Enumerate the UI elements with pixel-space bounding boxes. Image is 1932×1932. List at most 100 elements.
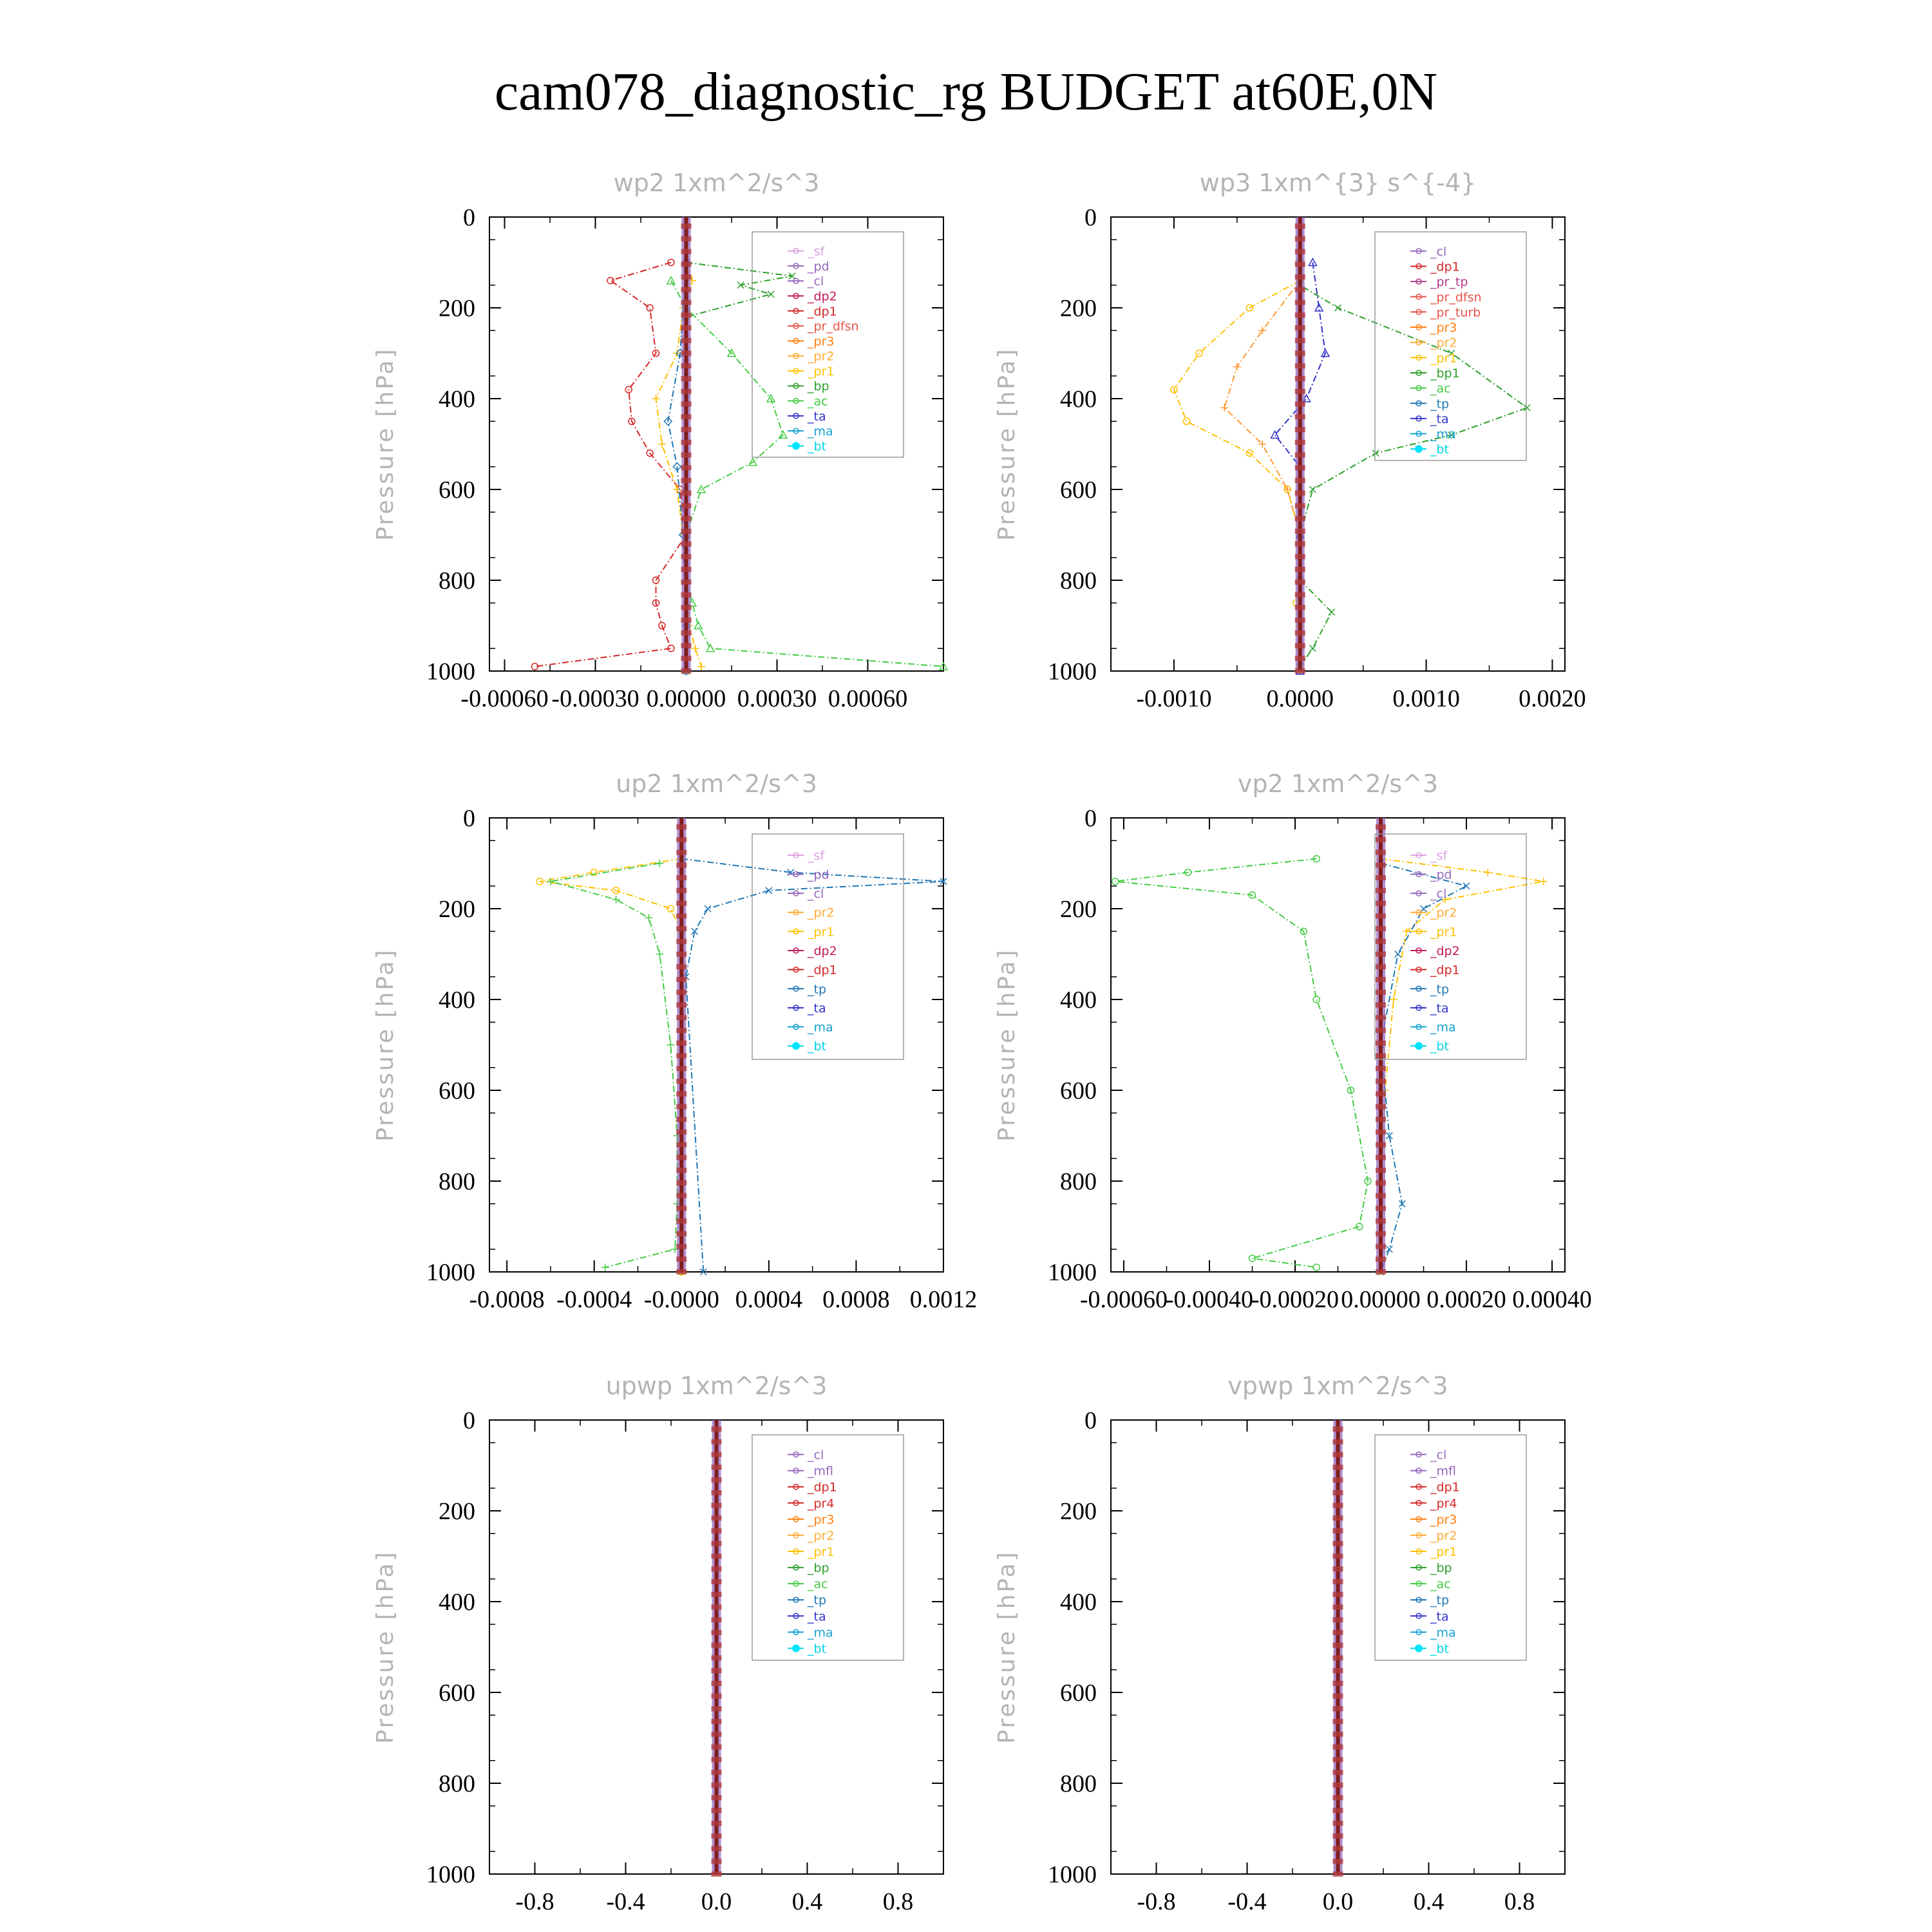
y-tick-label: 800 <box>1060 567 1097 594</box>
legend-label: _bp <box>807 379 829 393</box>
legend-label: _pr3 <box>1430 1513 1457 1527</box>
legend-label: _pr4 <box>807 1497 834 1511</box>
y-tick-label: 400 <box>1060 1589 1097 1616</box>
data-point <box>696 484 706 493</box>
legend-marker <box>793 278 799 284</box>
data-point <box>646 304 654 312</box>
legend-marker <box>1416 1483 1422 1490</box>
legend: _sf_pd_cl_dp2_dp1_pr_dfsn_pr3 _pr2_pr1_bp… <box>752 231 904 458</box>
legend-label: _pr2 <box>807 1529 834 1543</box>
series-marker <box>676 900 687 906</box>
series-marker <box>676 1002 687 1008</box>
legend-marker <box>1416 430 1422 437</box>
series-marker <box>1332 1515 1343 1521</box>
y-tick-label: 600 <box>1060 1680 1097 1707</box>
legend-label: _sf <box>1430 849 1448 863</box>
series-marker <box>681 503 692 509</box>
series-marker <box>1294 554 1305 560</box>
series-marker <box>676 976 687 982</box>
series-marker <box>1332 1808 1343 1814</box>
legend-marker <box>793 323 799 329</box>
data-point <box>607 276 614 285</box>
series-marker <box>1332 1629 1343 1635</box>
legend-marker <box>1416 1532 1422 1539</box>
series-marker <box>1332 1706 1343 1712</box>
series-marker <box>1376 837 1387 842</box>
data-point <box>938 661 949 670</box>
series-marker <box>1294 630 1305 636</box>
series-line <box>1299 262 1529 667</box>
x-tick-label: -0.8 <box>1137 1888 1175 1915</box>
y-tick-label: 600 <box>1060 1077 1097 1104</box>
series-marker <box>1294 618 1305 623</box>
y-tick-label: 400 <box>1060 987 1097 1014</box>
legend-label: _pr2 <box>1430 336 1457 350</box>
series-marker <box>1376 1129 1387 1135</box>
series-marker <box>681 363 692 369</box>
legend-marker <box>1415 1042 1423 1050</box>
series-marker <box>681 579 692 585</box>
series-marker <box>1332 1490 1343 1495</box>
series-marker <box>711 1693 722 1699</box>
data-point <box>1347 1086 1355 1094</box>
legend-marker <box>793 890 799 896</box>
data-point <box>726 348 737 357</box>
series-marker <box>1294 528 1305 534</box>
series-marker <box>1376 1078 1387 1084</box>
x-tick-label: 0.4 <box>1414 1888 1444 1915</box>
series-marker <box>1332 1731 1343 1737</box>
legend-marker <box>793 1564 799 1571</box>
data-point <box>1233 363 1241 371</box>
legend-label: _pr3 <box>807 1513 834 1527</box>
series-marker <box>1376 1269 1387 1274</box>
y-tick-label: 1000 <box>426 1861 475 1888</box>
legend-label: _bt <box>807 439 826 453</box>
series-marker <box>681 274 692 280</box>
legend-label: _cl <box>1430 245 1446 259</box>
legend-label: _pr4 <box>1430 1497 1457 1511</box>
series-marker <box>676 989 687 995</box>
legend-label: _ma <box>807 1021 833 1035</box>
x-tick-label: 0.0004 <box>735 1286 803 1313</box>
legend-marker <box>1416 1516 1422 1522</box>
series-marker <box>711 1540 722 1546</box>
data-point <box>1312 855 1320 863</box>
series-marker <box>1294 477 1305 483</box>
legend-label: _bt <box>1430 1039 1449 1054</box>
series-marker <box>1294 274 1305 280</box>
series-marker <box>1376 849 1387 855</box>
legend-marker <box>793 909 799 916</box>
y-axis-label: Pressure [hPa] <box>994 948 1020 1141</box>
legend-marker <box>792 442 800 450</box>
legend: _cl_dp1_pr_tp_pr_dfsn_pr_turb _pr3_pr2_pr… <box>1374 231 1527 461</box>
y-tick-label: 200 <box>439 896 475 923</box>
legend-label: _ac <box>1430 1577 1451 1591</box>
series-marker <box>681 554 692 560</box>
data-point <box>1245 304 1254 312</box>
y-tick-label: 0 <box>463 204 475 231</box>
series-marker <box>676 1066 687 1072</box>
series-marker <box>1376 926 1387 932</box>
series-marker <box>676 1117 687 1122</box>
legend: _cl_mfl_dp1_pr4_pr3_pr2_pr1_bp_ac_tp_ta_… <box>1374 1434 1527 1661</box>
series-marker <box>1332 1502 1343 1508</box>
series-marker <box>711 1680 722 1686</box>
series-marker <box>681 287 692 292</box>
series-marker <box>711 1490 722 1495</box>
data-point <box>531 663 539 670</box>
legend-label: _pr2 <box>1430 906 1457 920</box>
data-point <box>1484 868 1492 876</box>
chart-panel-6: vpwp 1xm^2/s^3 Pressure [hPa] 0 200 400 600 80… <box>994 1372 1566 1915</box>
series-marker <box>1332 1782 1343 1788</box>
legend-marker <box>1416 263 1422 270</box>
data-point <box>1356 1222 1363 1231</box>
legend-marker <box>793 383 799 389</box>
series-marker <box>711 1821 722 1826</box>
series-marker <box>1294 643 1305 649</box>
series-line <box>681 858 944 1273</box>
series-marker <box>676 849 687 855</box>
legend-label: _ta <box>807 1609 826 1624</box>
data-point <box>778 430 788 439</box>
data-point <box>705 643 715 652</box>
series-marker <box>1376 1066 1387 1072</box>
